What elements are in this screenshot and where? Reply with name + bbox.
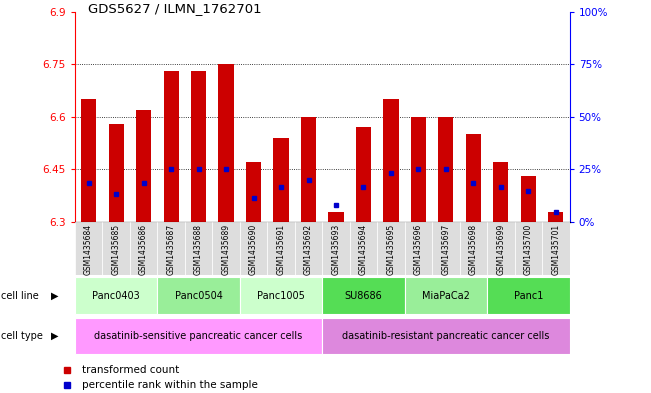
Bar [322, 277, 405, 314]
Text: GSM1435698: GSM1435698 [469, 224, 478, 275]
Text: GSM1435696: GSM1435696 [414, 224, 423, 275]
Bar [75, 318, 322, 354]
Text: Panc1005: Panc1005 [257, 291, 305, 301]
Bar [466, 134, 481, 222]
Bar [246, 162, 261, 222]
Bar [219, 64, 234, 222]
Bar [328, 211, 344, 222]
Bar [548, 211, 564, 222]
Bar [411, 117, 426, 222]
Bar [542, 222, 570, 275]
Bar [322, 222, 350, 275]
Text: GSM1435699: GSM1435699 [497, 224, 505, 275]
Bar [301, 117, 316, 222]
Bar [295, 222, 322, 275]
Bar [405, 277, 487, 314]
Bar [240, 222, 268, 275]
Text: Panc0504: Panc0504 [174, 291, 223, 301]
Bar [460, 222, 487, 275]
Text: ▶: ▶ [51, 291, 59, 301]
Text: GSM1435692: GSM1435692 [304, 224, 313, 275]
Text: GSM1435701: GSM1435701 [551, 224, 561, 275]
Text: dasatinib-resistant pancreatic cancer cells: dasatinib-resistant pancreatic cancer ce… [342, 331, 549, 341]
Text: GSM1435690: GSM1435690 [249, 224, 258, 275]
Text: ▶: ▶ [51, 331, 59, 341]
Text: percentile rank within the sample: percentile rank within the sample [82, 380, 258, 389]
Text: GSM1435694: GSM1435694 [359, 224, 368, 275]
Text: GSM1435689: GSM1435689 [221, 224, 230, 275]
Bar [212, 222, 240, 275]
Bar [493, 162, 508, 222]
Bar [405, 222, 432, 275]
Text: Panc0403: Panc0403 [92, 291, 140, 301]
Bar [521, 176, 536, 222]
Bar [487, 222, 515, 275]
Text: GSM1435685: GSM1435685 [111, 224, 120, 275]
Text: GSM1435691: GSM1435691 [277, 224, 286, 275]
Bar [322, 318, 570, 354]
Text: GSM1435686: GSM1435686 [139, 224, 148, 275]
Bar [102, 222, 130, 275]
Bar [185, 222, 212, 275]
Bar [191, 72, 206, 222]
Bar [438, 117, 454, 222]
Text: cell type: cell type [1, 331, 43, 341]
Bar [268, 222, 295, 275]
Bar [158, 277, 240, 314]
Text: GDS5627 / ILMN_1762701: GDS5627 / ILMN_1762701 [88, 2, 262, 15]
Bar [163, 72, 178, 222]
Bar [158, 222, 185, 275]
Bar [356, 127, 371, 222]
Text: GSM1435688: GSM1435688 [194, 224, 203, 275]
Bar [81, 99, 96, 222]
Bar [432, 222, 460, 275]
Text: dasatinib-sensitive pancreatic cancer cells: dasatinib-sensitive pancreatic cancer ce… [94, 331, 303, 341]
Text: GSM1435684: GSM1435684 [84, 224, 93, 275]
Bar [273, 138, 288, 222]
Bar [136, 110, 151, 222]
Bar [75, 277, 158, 314]
Text: MiaPaCa2: MiaPaCa2 [422, 291, 470, 301]
Text: GSM1435687: GSM1435687 [167, 224, 176, 275]
Bar [515, 222, 542, 275]
Bar [109, 124, 124, 222]
Bar [130, 222, 158, 275]
Text: Panc1: Panc1 [514, 291, 543, 301]
Text: transformed count: transformed count [82, 365, 180, 375]
Text: GSM1435693: GSM1435693 [331, 224, 340, 275]
Text: SU8686: SU8686 [344, 291, 382, 301]
Text: GSM1435700: GSM1435700 [524, 224, 533, 275]
Bar [487, 277, 570, 314]
Bar [240, 277, 322, 314]
Text: GSM1435695: GSM1435695 [387, 224, 395, 275]
Text: GSM1435697: GSM1435697 [441, 224, 450, 275]
Bar [377, 222, 405, 275]
Bar [75, 222, 102, 275]
Bar [350, 222, 377, 275]
Text: cell line: cell line [1, 291, 39, 301]
Bar [383, 99, 398, 222]
